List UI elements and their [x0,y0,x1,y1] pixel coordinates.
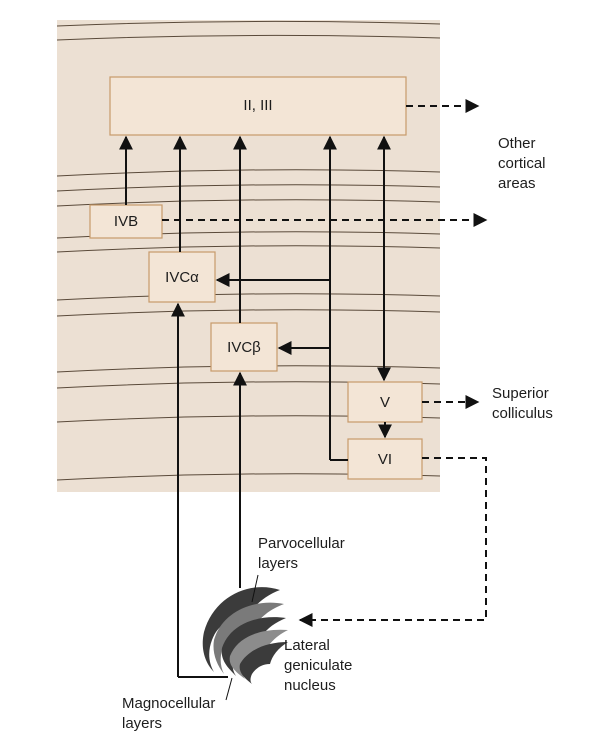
lateral-geniculate-nucleus-label: Lateral geniculate nucleus [284,637,352,694]
superior-colliculus-line-1: Superior [492,385,549,402]
lgn-illustration [202,587,288,684]
parvocellular-label: Parvocellular layers [251,535,345,603]
lgn-outer-layer [202,587,280,672]
lgn-layer-2 [213,602,284,674]
lgn-layer-3 [221,617,286,676]
layer-II-III-label: II, III [243,97,272,114]
layer-V-label: V [380,394,390,411]
superior-colliculus-label: Superior colliculus [492,385,553,422]
layer-IVCa-label: IVCα [165,269,199,286]
magnocellular-line-2: layers [122,715,162,732]
lgn-line-2: geniculate [284,657,352,674]
layer-IVCb-label: IVCβ [227,339,261,356]
lgn-inner-layer [239,642,288,684]
solid-connections [119,135,392,678]
parvocellular-line-2: layers [258,555,298,572]
layer-IVB-label: IVB [114,213,138,230]
lgn-line-3: nucleus [284,677,336,694]
parvocellular-pointer [251,574,259,603]
dashed-connections [162,99,488,627]
other-cortical-line-2: cortical [498,155,546,172]
other-cortical-line-3: areas [498,175,536,192]
magnocellular-label: Magnocellular layers [122,677,233,732]
magnocellular-line-1: Magnocellular [122,695,215,712]
lgn-line-1: Lateral [284,637,330,654]
other-cortical-line-1: Other [498,135,536,152]
layer-II-III-box: II, III [109,76,407,136]
parvocellular-line-1: Parvocellular [258,535,345,552]
other-cortical-areas-label: Other cortical areas [498,135,546,192]
magnocellular-pointer [225,677,233,701]
layer-IVB-box: IVB [89,204,163,239]
layer-VI-label: VI [378,451,392,468]
dashed-VI-to-LGN [298,457,487,627]
superior-colliculus-line-2: colliculus [492,405,553,422]
layer-V-box: V [347,381,423,423]
layer-IVCb-box: IVCβ [210,322,278,372]
layer-VI-box: VI [347,438,423,480]
layer-IVCa-box: IVCα [148,251,216,303]
